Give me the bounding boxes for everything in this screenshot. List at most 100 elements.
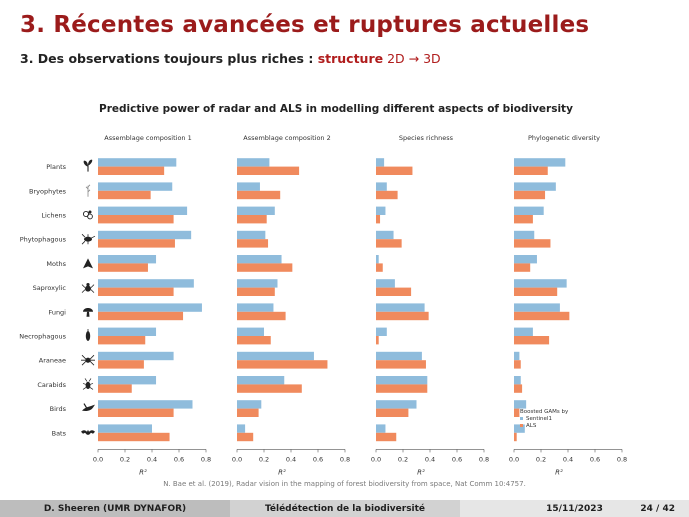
x-tick-label: 0.6 — [174, 455, 184, 463]
mushroom-icon — [83, 308, 93, 317]
footer-bar: D. Sheeren (UMR DYNAFOR) Télédétection d… — [0, 500, 689, 517]
bar-als — [237, 263, 293, 272]
x-tick-label: 0.8 — [617, 455, 627, 463]
bar-sentinel1 — [98, 279, 194, 288]
bar-als — [376, 336, 379, 345]
bar-als — [514, 239, 551, 248]
legend-swatch — [520, 424, 523, 427]
footer-title: Télédétection de la biodiversité — [230, 500, 460, 517]
footer-page-number: 24 / 42 — [640, 503, 675, 514]
category-label: Fungi — [48, 308, 66, 316]
bar-sentinel1 — [514, 327, 533, 336]
bar-sentinel1 — [237, 351, 314, 361]
footer-author: D. Sheeren (UMR DYNAFOR) — [0, 500, 230, 517]
bat-icon — [81, 429, 95, 435]
category-label: Araneae — [39, 357, 66, 365]
bar-als — [514, 432, 517, 442]
bar-sentinel1 — [237, 206, 275, 215]
bar-als — [514, 166, 548, 175]
x-tick-label: 0.0 — [371, 455, 381, 463]
bar-sentinel1 — [237, 327, 264, 336]
footer-date: 15/11/2023 — [546, 503, 603, 514]
araneae-spider-icon — [81, 354, 95, 366]
bar-sentinel1 — [376, 376, 428, 385]
x-tick-label: 0.4 — [286, 455, 296, 463]
category-label: Saproxylic — [33, 284, 67, 292]
bar-als — [514, 263, 531, 272]
bar-als — [376, 360, 426, 369]
bar-als — [98, 190, 151, 200]
bar-sentinel1 — [376, 255, 379, 264]
category-label: Necrophagous — [19, 333, 66, 341]
x-tick-label: 0.6 — [313, 455, 323, 463]
bar-als — [514, 360, 521, 369]
bar-sentinel1 — [376, 424, 386, 433]
bar-als — [514, 408, 520, 417]
bar-als — [237, 336, 271, 345]
bar-als — [376, 215, 381, 224]
category-label: Carabids — [37, 381, 66, 389]
bar-sentinel1 — [376, 158, 385, 167]
bar-sentinel1 — [376, 351, 422, 361]
bar-sentinel1 — [237, 303, 274, 312]
subtitle-accent: structure — [317, 51, 384, 66]
bar-sentinel1 — [98, 206, 188, 215]
bar-sentinel1 — [237, 182, 260, 191]
bar-als — [514, 190, 546, 200]
bar-als — [376, 384, 428, 393]
weevil-icon — [81, 233, 96, 245]
chart-title: Predictive power of radar and ALS in mod… — [99, 103, 573, 115]
category-label: Birds — [50, 405, 67, 413]
panel-title: Phylogenetic diversity — [528, 134, 600, 142]
bar-als — [237, 190, 281, 200]
slide-title: 3. Récentes avancées et ruptures actuell… — [20, 12, 590, 38]
bar-als — [237, 432, 254, 442]
bar-sentinel1 — [237, 376, 285, 385]
bar-sentinel1 — [514, 400, 527, 409]
x-axis-label: R² — [555, 468, 563, 475]
x-tick-label: 0.8 — [340, 455, 350, 463]
bar-als — [98, 166, 165, 175]
spider-icon — [81, 283, 95, 293]
bar-sentinel1 — [237, 400, 262, 409]
x-tick-label: 0.0 — [232, 455, 242, 463]
bar-sentinel1 — [237, 255, 282, 264]
bar-sentinel1 — [376, 230, 394, 240]
bar-als — [237, 408, 259, 417]
bar-sentinel1 — [514, 279, 567, 288]
bar-als — [237, 384, 302, 393]
bar-sentinel1 — [98, 182, 173, 191]
carabid-icon — [82, 378, 94, 390]
x-axis-label: R² — [139, 468, 147, 475]
bar-als — [98, 311, 184, 321]
bar-als — [514, 311, 570, 321]
category-label: Plants — [46, 163, 66, 171]
bar-sentinel1 — [98, 351, 174, 361]
bar-sentinel1 — [514, 376, 521, 385]
lichen-icon — [82, 210, 93, 220]
bar-sentinel1 — [514, 424, 525, 433]
bar-sentinel1 — [98, 230, 192, 240]
bar-sentinel1 — [376, 327, 387, 336]
x-tick-label: 0.2 — [120, 455, 130, 463]
bar-sentinel1 — [98, 303, 202, 312]
bar-als — [237, 166, 300, 175]
bar-als — [98, 287, 174, 296]
bar-als — [98, 215, 174, 224]
x-tick-label: 0.8 — [479, 455, 489, 463]
bar-als — [237, 215, 267, 224]
x-tick-label: 0.2 — [536, 455, 546, 463]
bar-sentinel1 — [514, 158, 566, 167]
legend-title: Boosted GAMs by — [520, 409, 569, 415]
bar-als — [376, 190, 398, 200]
bar-sentinel1 — [237, 158, 270, 167]
x-tick-label: 0.2 — [259, 455, 269, 463]
bar-sentinel1 — [514, 303, 560, 312]
bar-als — [376, 166, 413, 175]
footer-date-box: 15/11/2023 24 / 42 — [460, 500, 689, 517]
category-label: Lichens — [41, 212, 66, 220]
bar-sentinel1 — [376, 182, 387, 191]
bar-als — [237, 239, 269, 248]
beetle-icon — [85, 329, 91, 341]
x-tick-label: 0.0 — [93, 455, 103, 463]
